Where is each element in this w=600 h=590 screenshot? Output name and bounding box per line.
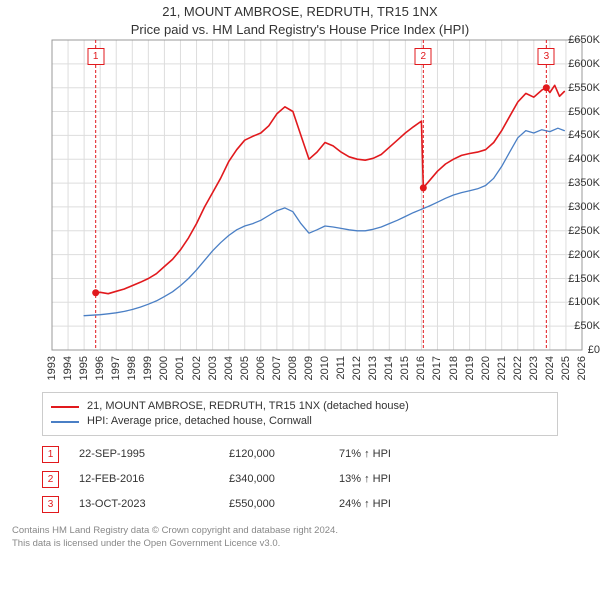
x-tick-label: 1995 xyxy=(78,356,90,380)
sales-price: £340,000 xyxy=(229,473,339,485)
x-tick-label: 2011 xyxy=(335,356,347,380)
x-tick-label: 1993 xyxy=(46,356,58,380)
x-tick-label: 2002 xyxy=(191,356,203,380)
x-tick-label: 2012 xyxy=(351,356,363,380)
sales-row: 1 22-SEP-1995£120,00071% ↑ HPI xyxy=(42,442,558,467)
x-tick-label: 1994 xyxy=(62,356,74,380)
y-tick-label: £500K xyxy=(554,106,600,118)
x-tick-label: 1997 xyxy=(110,356,122,380)
sale-marker-3: 3 xyxy=(538,48,555,65)
sales-date: 13-OCT-2023 xyxy=(79,498,229,510)
x-tick-label: 2018 xyxy=(448,356,460,380)
footer-line-1: Contains HM Land Registry data © Crown c… xyxy=(12,525,588,538)
footer-line-2: This data is licensed under the Open Gov… xyxy=(12,538,588,551)
x-tick-label: 2009 xyxy=(303,356,315,380)
x-tick-label: 2024 xyxy=(544,356,556,380)
x-tick-label: 2016 xyxy=(415,356,427,380)
sales-row: 2 12-FEB-2016£340,00013% ↑ HPI xyxy=(42,467,558,492)
x-tick-label: 2013 xyxy=(367,356,379,380)
x-tick-label: 2020 xyxy=(480,356,492,380)
x-tick-label: 2008 xyxy=(287,356,299,380)
y-tick-label: £200K xyxy=(554,249,600,261)
x-tick-label: 2003 xyxy=(207,356,219,380)
x-tick-label: 1999 xyxy=(142,356,154,380)
legend-label: HPI: Average price, detached house, Corn… xyxy=(87,414,312,429)
x-tick-label: 2015 xyxy=(399,356,411,380)
chart-svg xyxy=(0,38,600,354)
chart-title: 21, MOUNT AMBROSE, REDRUTH, TR15 1NX Pri… xyxy=(0,0,600,38)
y-tick-label: £550K xyxy=(554,82,600,94)
legend-label: 21, MOUNT AMBROSE, REDRUTH, TR15 1NX (de… xyxy=(87,399,409,414)
x-tick-label: 1996 xyxy=(94,356,106,380)
y-tick-label: £300K xyxy=(554,201,600,213)
chart-area: £0 £50K £100K £150K £200K £250K £300K £350K £400… xyxy=(0,38,600,388)
x-tick-label: 2004 xyxy=(223,356,235,380)
x-tick-label: 2026 xyxy=(576,356,588,380)
sales-date: 12-FEB-2016 xyxy=(79,473,229,485)
legend-swatch xyxy=(51,406,79,408)
x-tick-label: 2001 xyxy=(174,356,186,380)
y-tick-label: £400K xyxy=(554,153,600,165)
sales-marker-box: 3 xyxy=(42,496,59,513)
y-tick-label: £100K xyxy=(554,296,600,308)
footer: Contains HM Land Registry data © Crown c… xyxy=(12,525,588,551)
y-tick-label: £450K xyxy=(554,129,600,141)
sales-price: £550,000 xyxy=(229,498,339,510)
sales-row: 3 13-OCT-2023£550,00024% ↑ HPI xyxy=(42,492,558,517)
x-tick-label: 2014 xyxy=(383,356,395,380)
sales-pct: 13% ↑ HPI xyxy=(339,473,429,485)
title-line-2: Price paid vs. HM Land Registry's House … xyxy=(0,21,600,39)
sale-marker-2: 2 xyxy=(415,48,432,65)
x-tick-label: 2000 xyxy=(158,356,170,380)
y-tick-label: £350K xyxy=(554,177,600,189)
legend: 21, MOUNT AMBROSE, REDRUTH, TR15 1NX (de… xyxy=(42,392,558,436)
sales-marker-box: 1 xyxy=(42,446,59,463)
x-tick-label: 2025 xyxy=(560,356,572,380)
sales-marker-box: 2 xyxy=(42,471,59,488)
y-tick-label: £0 xyxy=(554,344,600,356)
sales-pct: 71% ↑ HPI xyxy=(339,448,429,460)
title-line-1: 21, MOUNT AMBROSE, REDRUTH, TR15 1NX xyxy=(0,3,600,21)
x-tick-label: 2007 xyxy=(271,356,283,380)
sale-marker-1: 1 xyxy=(87,48,104,65)
x-tick-label: 2006 xyxy=(255,356,267,380)
x-tick-label: 2010 xyxy=(319,356,331,380)
sales-date: 22-SEP-1995 xyxy=(79,448,229,460)
sales-pct: 24% ↑ HPI xyxy=(339,498,429,510)
legend-row: HPI: Average price, detached house, Corn… xyxy=(51,414,549,429)
x-tick-label: 1998 xyxy=(126,356,138,380)
y-tick-label: £600K xyxy=(554,58,600,70)
sales-table: 1 22-SEP-1995£120,00071% ↑ HPI 2 12-FEB-201… xyxy=(42,442,558,517)
y-tick-label: £650K xyxy=(554,34,600,46)
legend-swatch xyxy=(51,421,79,423)
y-tick-label: £150K xyxy=(554,273,600,285)
x-tick-label: 2019 xyxy=(464,356,476,380)
x-tick-label: 2022 xyxy=(512,356,524,380)
x-tick-label: 2021 xyxy=(496,356,508,380)
x-tick-label: 2023 xyxy=(528,356,540,380)
y-tick-label: £50K xyxy=(554,320,600,332)
y-tick-label: £250K xyxy=(554,225,600,237)
x-tick-label: 2017 xyxy=(431,356,443,380)
legend-row: 21, MOUNT AMBROSE, REDRUTH, TR15 1NX (de… xyxy=(51,399,549,414)
x-tick-label: 2005 xyxy=(239,356,251,380)
sales-price: £120,000 xyxy=(229,448,339,460)
